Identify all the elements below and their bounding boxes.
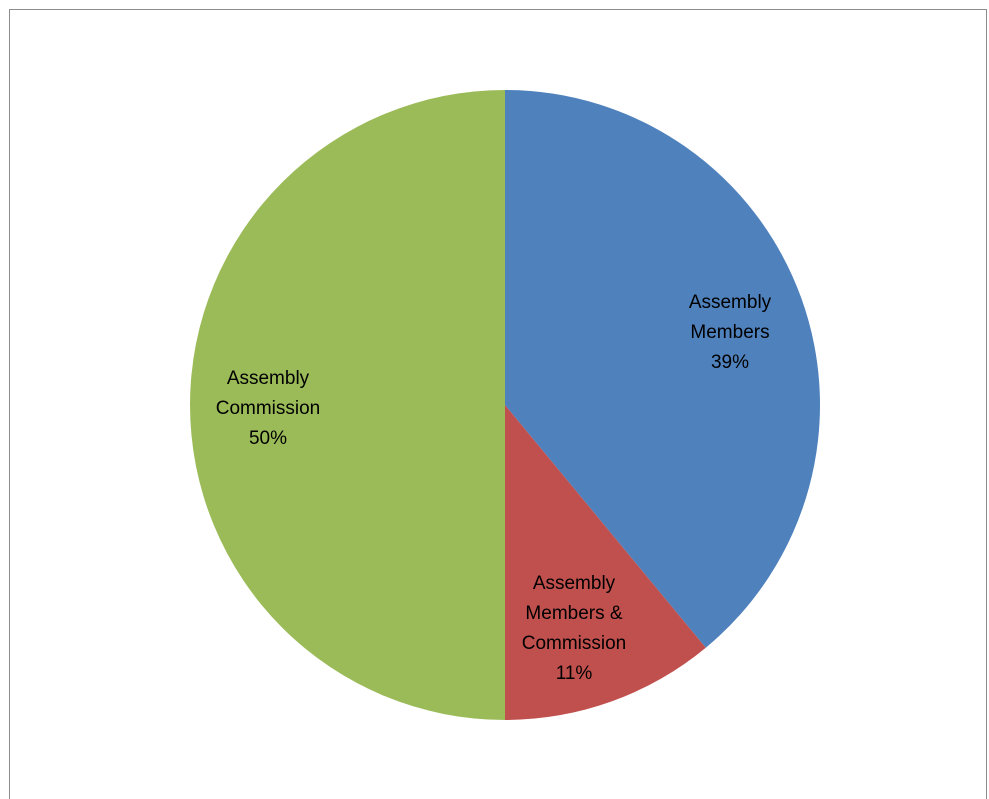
slice-data-label: Assembly Members & Commission 11% [522,573,627,684]
pie-slice [190,90,505,720]
slices-layer [190,90,820,720]
slice-data-label: Assembly Members 39% [689,292,772,373]
slice-percent: 50% [249,428,287,449]
slice-label-line: Commission [216,398,321,419]
slice-label-line: Members [690,322,769,343]
slice-label-line: Assembly [533,573,616,594]
slice-label-line: Assembly [689,292,772,313]
slice-percent: 11% [556,663,593,684]
slice-label-line: Members & [525,603,622,624]
slice-percent: 39% [711,352,749,373]
labels-layer: Assembly Members 39% Assembly Members & Commi… [216,292,772,684]
slice-label-line: Assembly [227,368,310,389]
pie-slice [505,90,820,648]
slice-data-label: Assembly Commission 50% [216,368,321,449]
pie-slice [505,405,706,720]
slice-label-line: Commission [522,633,627,654]
